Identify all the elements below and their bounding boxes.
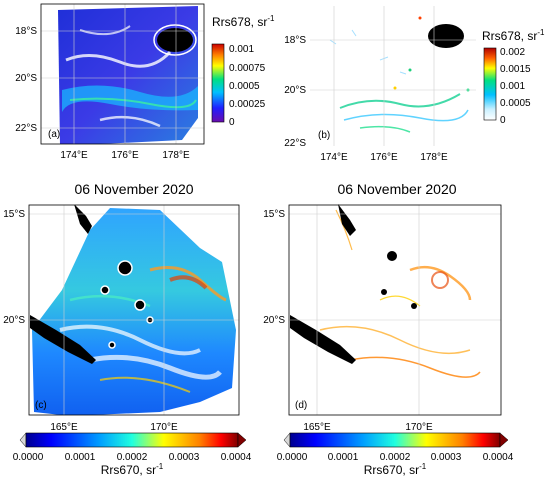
land-mass: [428, 24, 464, 48]
panel-a: 18°S 20°S 22°S 174°E 176°E 178°E (a) Rrs…: [15, 3, 275, 161]
panel-date: 06 November 2020: [74, 181, 193, 197]
panel-date: 06 November 2020: [337, 181, 456, 197]
lat-tick: 20°S: [284, 85, 306, 96]
lon-tick: 165°E: [50, 422, 78, 433]
land-mass: [338, 204, 356, 236]
panel-a-map: [58, 6, 198, 144]
panel-c-swath: [32, 208, 236, 415]
lat-tick: 18°S: [15, 26, 37, 37]
colorbar-tick: 0.0015: [500, 64, 531, 75]
lat-tick: 20°S: [263, 315, 285, 326]
colorbar-tick: 0: [229, 117, 235, 128]
colorbar-title: Rrs678, sr-1: [212, 14, 275, 29]
panel-a-frame: [40, 3, 205, 145]
panel-d-background: [289, 205, 501, 415]
lat-tick: 22°S: [15, 123, 37, 134]
land-mass-new-caledonia: [290, 315, 356, 364]
land-mass: [157, 28, 193, 52]
panel-b: 18°S 20°S 22°S 174°E 176°E 178°E (b) Rrs…: [284, 6, 545, 163]
colorbar-tick: 0.00075: [229, 63, 266, 74]
colorbar: [289, 432, 501, 448]
colorbar-tick: 0.0005: [500, 98, 531, 109]
panel-label: (b): [318, 130, 330, 141]
colorbar: [211, 43, 225, 123]
colorbar-tick: 0.001: [500, 81, 525, 92]
colorbar-tick: 0.0000: [277, 452, 308, 463]
panel-c-map: [30, 205, 236, 415]
colorbar-tick: 0.0003: [169, 452, 200, 463]
colorbar-tick: 0.0001: [65, 452, 96, 463]
lon-tick: 178°E: [162, 150, 190, 161]
lat-tick: 20°S: [15, 73, 37, 84]
lat-tick: 15°S: [263, 209, 285, 220]
lat-tick: 22°S: [284, 138, 306, 149]
lat-tick: 15°S: [3, 209, 25, 220]
colorbar-tick: 0.0000: [13, 452, 44, 463]
lon-tick: 165°E: [303, 422, 331, 433]
panel-label: (a): [48, 129, 60, 140]
lon-tick: 176°E: [370, 152, 398, 163]
colorbar-tick: 0.0001: [328, 452, 359, 463]
land-mass: [74, 205, 92, 234]
lat-tick: 18°S: [284, 35, 306, 46]
colorbar-tick: 0.00025: [229, 99, 266, 110]
colorbar-tick: 0.0002: [117, 452, 148, 463]
colorbar-tick: 0.001: [229, 44, 254, 55]
colorbar-tick: 0.0004: [483, 452, 514, 463]
panel-label: (d): [295, 400, 307, 411]
lon-tick: 170°E: [405, 422, 433, 433]
lon-tick: 178°E: [420, 152, 448, 163]
lat-tick: 20°S: [3, 315, 25, 326]
lon-tick: 176°E: [111, 150, 139, 161]
panel-label: (c): [35, 400, 47, 411]
colorbar-tick: 0: [500, 115, 506, 126]
colorbar-tick: 0.0002: [380, 452, 411, 463]
panel-c: 06 November 2020 15°S 20°S 165°E 170°E (…: [3, 181, 252, 477]
panel-c-frame: [28, 204, 240, 416]
island: [117, 260, 133, 276]
colorbar-tick: 0.0005: [229, 81, 260, 92]
colorbar-tick: 0.002: [500, 47, 525, 58]
colorbar: [25, 432, 239, 448]
lon-tick: 174°E: [320, 152, 348, 163]
land-mass-new-caledonia: [30, 315, 96, 364]
colorbar-title: Rrs670, sr-1: [101, 462, 164, 477]
lon-tick: 174°E: [60, 150, 88, 161]
panel-d-map: [290, 204, 481, 378]
panel-d-frame: [288, 204, 502, 416]
panel-d: 06 November 2020 15°S 20°S 165°E 170°E (…: [263, 181, 514, 477]
colorbar-title: Rrs670, sr-1: [364, 462, 427, 477]
colorbar-title: Rrs678, sr-1: [482, 28, 545, 43]
colorbar: [483, 47, 497, 121]
colorbar-tick: 0.0003: [431, 452, 462, 463]
colorbar-tick: 0.0004: [221, 452, 252, 463]
lon-tick: 170°E: [150, 422, 178, 433]
panel-b-map: [329, 16, 470, 133]
